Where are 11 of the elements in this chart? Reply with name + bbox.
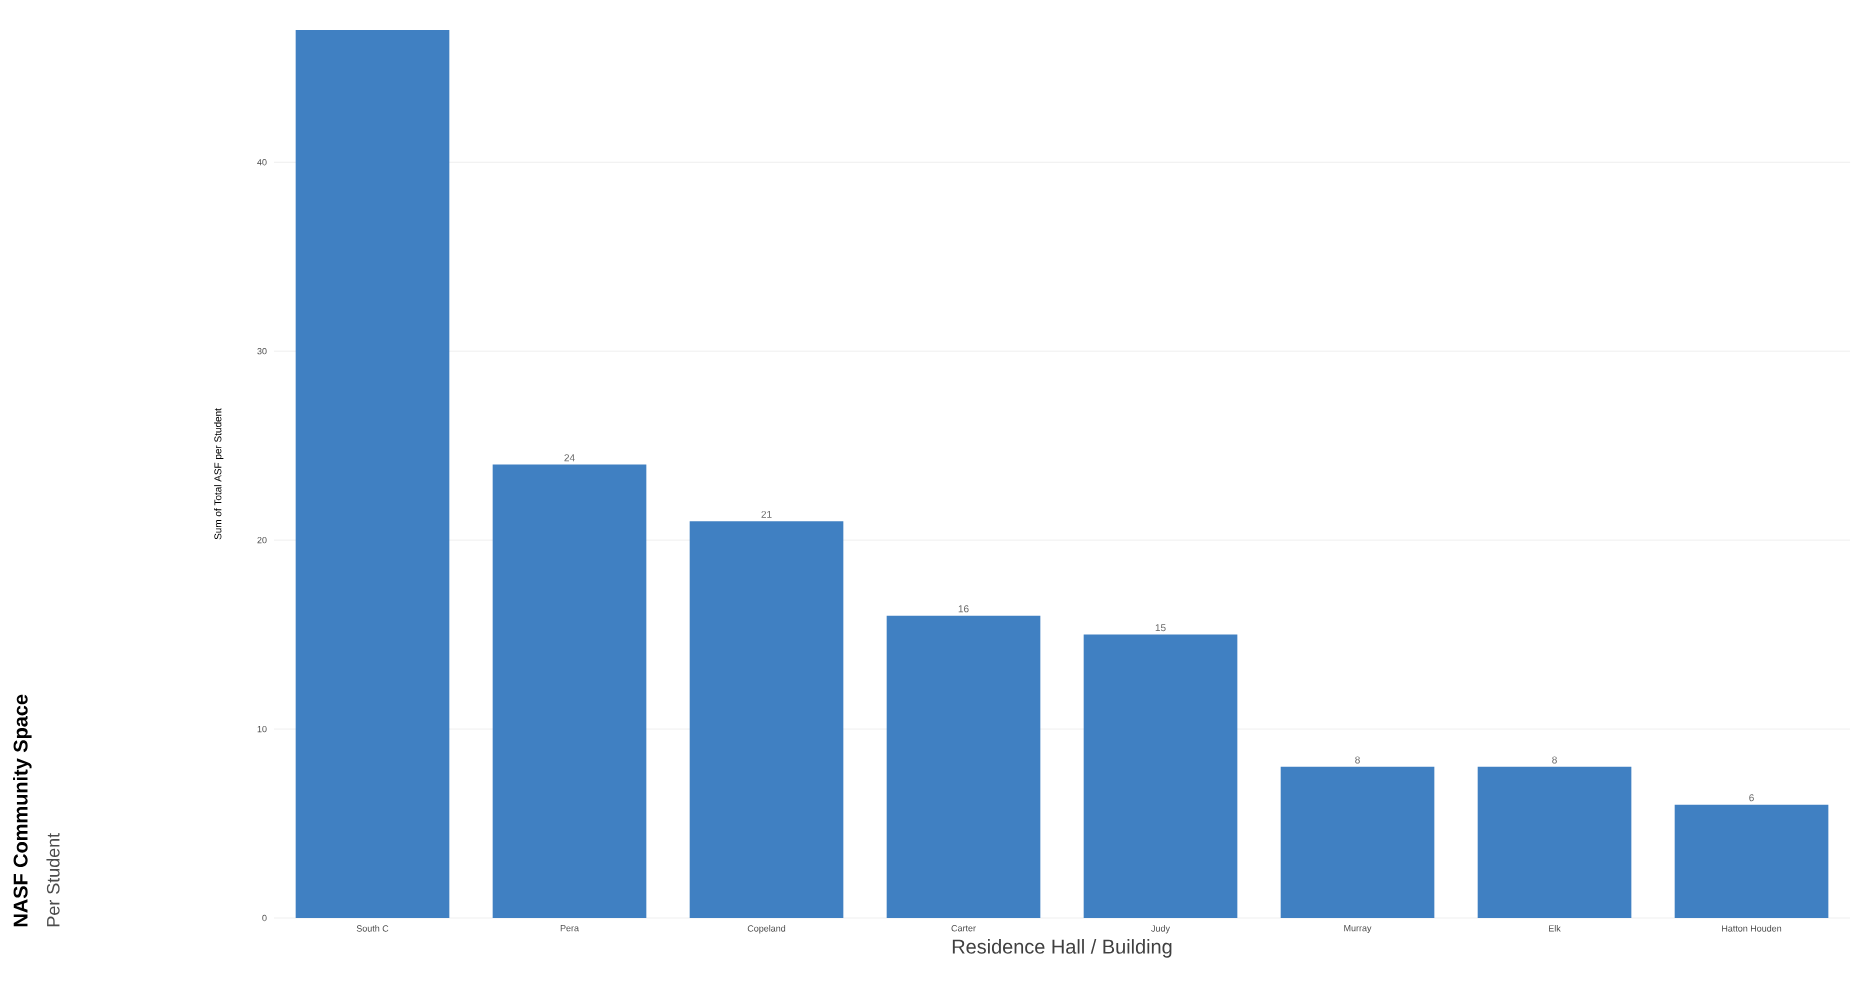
bar bbox=[886, 615, 1041, 918]
text: NASF Community Space bbox=[13, 694, 32, 927]
bar bbox=[1674, 804, 1829, 918]
text: Per Student bbox=[46, 833, 60, 927]
bar bbox=[295, 30, 450, 918]
bar bbox=[492, 464, 647, 918]
x-axis-title: Residence Hall / Building bbox=[952, 939, 1172, 958]
bar bbox=[689, 521, 844, 918]
bar bbox=[1477, 766, 1632, 918]
bar bbox=[1083, 634, 1238, 918]
bar bbox=[1280, 766, 1435, 918]
